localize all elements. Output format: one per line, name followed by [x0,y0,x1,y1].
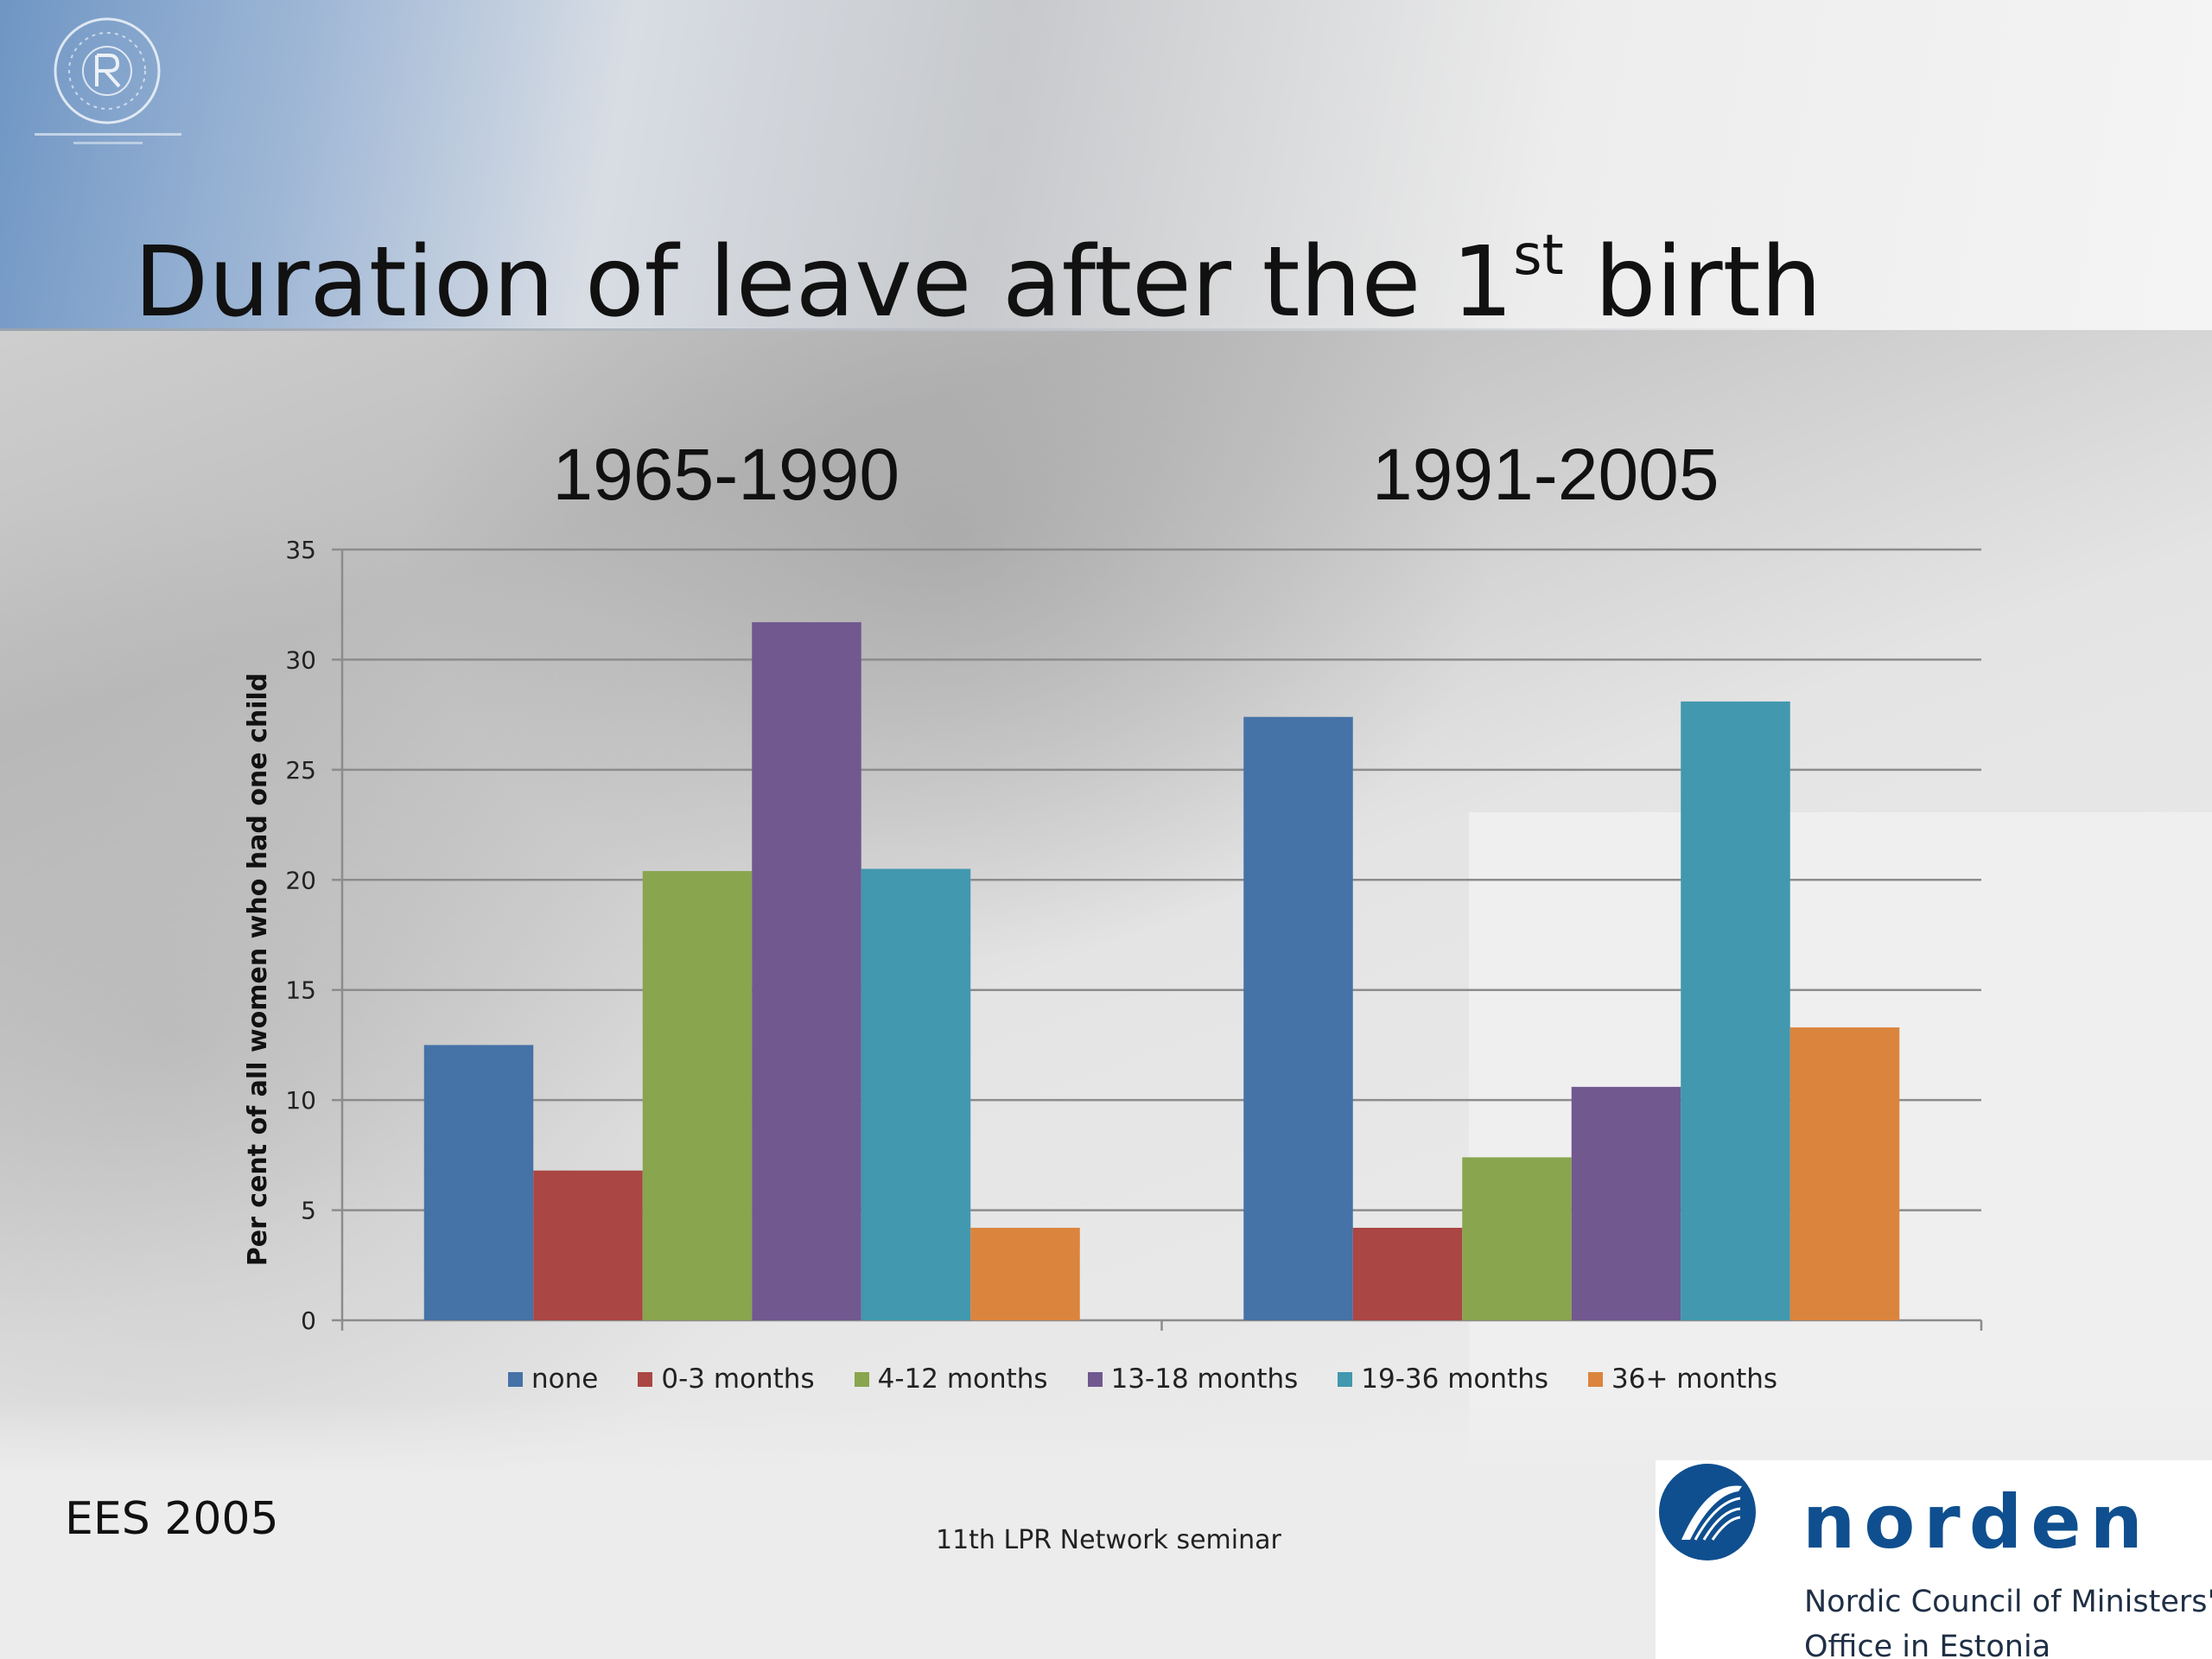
legend-label: none [531,1363,599,1395]
source-note: EES 2005 [65,1493,279,1545]
title-band [0,0,2212,330]
legend-label: 4-12 months [877,1363,1048,1395]
y-tick-label: 35 [285,536,316,564]
bar [1789,1027,1900,1320]
legend-item: 13-18 months [1087,1363,1299,1395]
bar [642,871,753,1320]
bar [861,868,971,1320]
y-tick-label: 25 [285,756,316,785]
y-axis-label: Per cent of all women who had one child [243,673,273,1267]
bar [1462,1157,1572,1320]
bar [423,1045,534,1320]
bar-chart: 0 5 10 15 20 25 30 35 1965-1990 1991-2005 Per cent… [243,434,1983,1335]
legend-swatch [508,1371,523,1387]
legend-label: 13-18 months [1110,1363,1299,1395]
y-tick-label: 5 [301,1197,316,1225]
y-tick-label: 10 [285,1086,316,1115]
bar [533,1170,643,1320]
page-title: Duration of leave after the 1st birth [134,226,1821,339]
legend-swatch [1338,1371,1353,1387]
category-label: 1965-1990 [552,434,899,515]
title-superscript: st [1513,224,1564,288]
org-line-2: Office in Estonia [1804,1630,2051,1659]
chart-labels: 0 5 10 15 20 25 30 35 1965-1990 1991-2005 Per cent… [243,434,1719,1335]
legend-swatch [1588,1371,1603,1387]
chart-legend: none 0-3 months 4-12 months 13-18 months 19-… [508,1363,1817,1395]
legend-item: 4-12 months [854,1363,1048,1395]
university-seal-icon [54,17,161,124]
org-line-1: Nordic Council of Ministers' [1804,1585,2212,1619]
legend-swatch [638,1371,653,1387]
legend-item: 19-36 months [1338,1363,1548,1395]
legend-item: 36+ months [1588,1363,1777,1395]
legend-swatch [854,1371,869,1387]
y-tick-label: 20 [285,866,316,894]
y-tick-label: 15 [285,976,316,1005]
chart-bars [423,622,1900,1320]
bar [1681,701,1790,1320]
legend-label: 36+ months [1611,1363,1778,1395]
category-label: 1991-2005 [1372,434,1719,515]
university-name-lettering-icon [35,133,181,144]
legend-label: 0-3 months [661,1363,815,1395]
title-divider [0,328,1858,331]
footer-text: 11th LPR Network seminar [936,1525,1281,1555]
bar [1243,716,1353,1320]
legend-item: 0-3 months [638,1363,815,1395]
norden-swan-icon [1659,1464,1756,1560]
legend-item: none [508,1363,598,1395]
y-tick-label: 0 [301,1306,316,1335]
bar [752,622,861,1320]
title-main: Duration of leave after the 1 [134,226,1514,339]
norden-wordmark: norden [1802,1479,2152,1566]
bar [1571,1086,1681,1320]
norden-logo: norden Nordic Council of Ministers' Offi… [1656,1460,2212,1659]
y-tick-label: 30 [285,645,316,674]
legend-label: 19-36 months [1361,1363,1548,1395]
norden-org-name: Nordic Council of Ministers' Office in E… [1804,1580,2212,1659]
bar [1352,1227,1463,1320]
bar [970,1227,1080,1320]
title-end: birth [1563,226,1822,339]
legend-swatch [1087,1371,1103,1387]
